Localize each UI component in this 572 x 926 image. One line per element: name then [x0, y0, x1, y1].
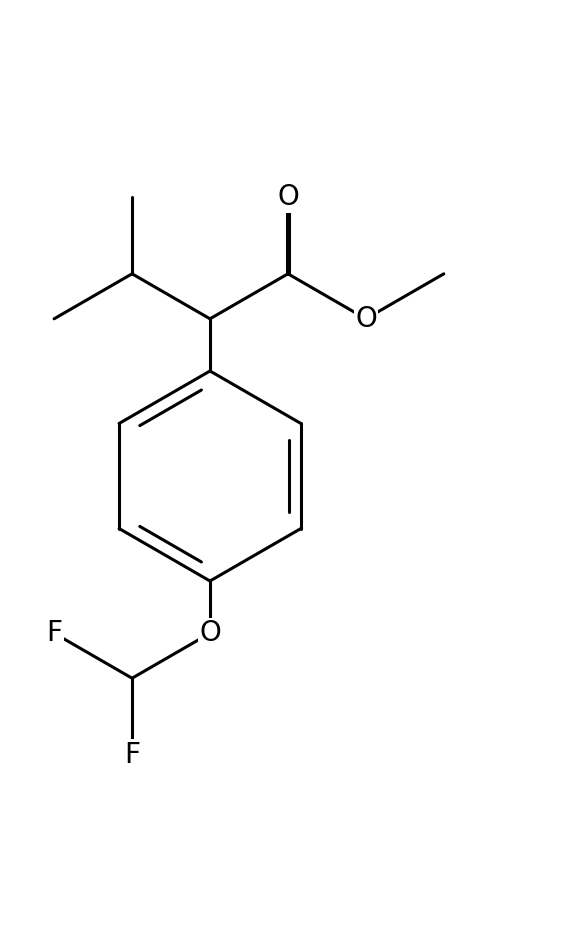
Text: O: O [355, 305, 377, 332]
Text: F: F [46, 619, 62, 647]
Text: O: O [199, 619, 221, 647]
Text: F: F [124, 741, 140, 769]
Text: O: O [277, 183, 299, 211]
